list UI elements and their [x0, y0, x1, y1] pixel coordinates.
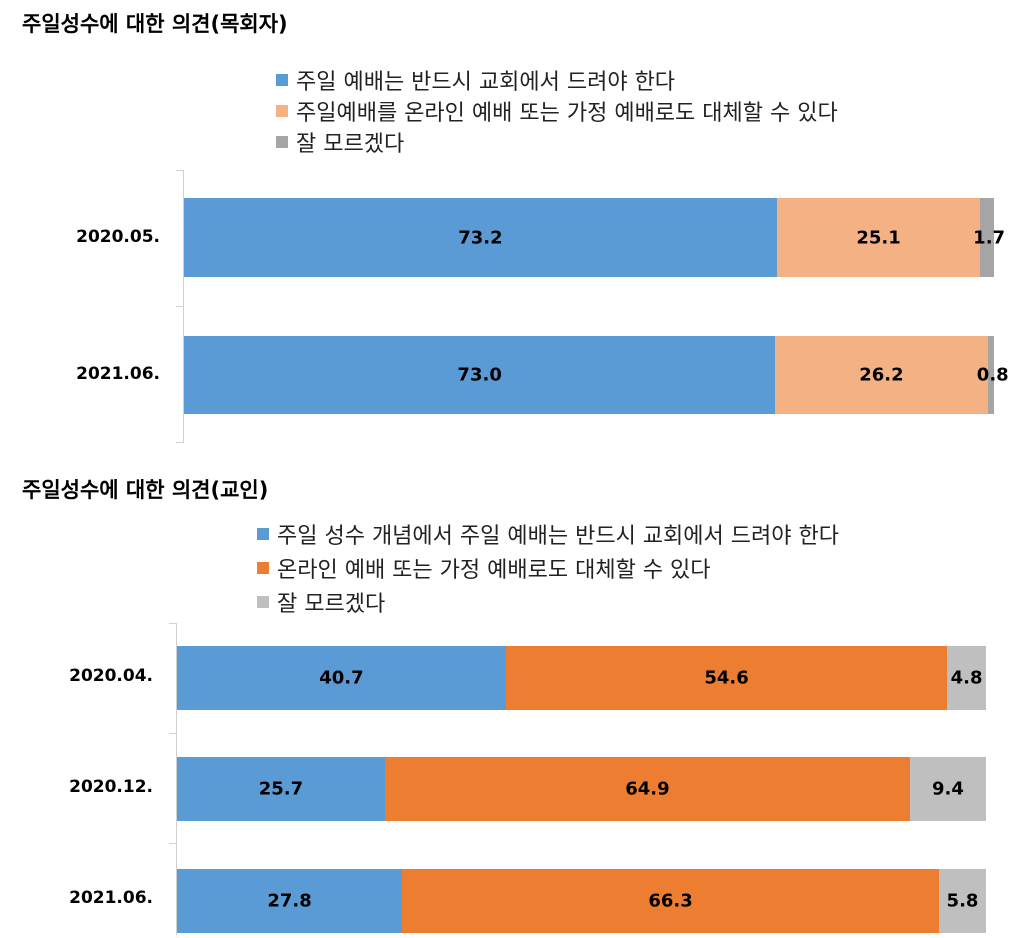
- legend-swatch: [257, 596, 269, 608]
- axis-tick: [169, 733, 177, 734]
- legend-item-unsure: 잘 모르겠다: [276, 126, 404, 158]
- data-label: 66.3: [648, 890, 693, 912]
- data-label: 27.8: [267, 890, 312, 912]
- bar-segment: [177, 869, 403, 933]
- axis-tick: [176, 442, 184, 443]
- chart-title: 주일성수에 대한 의견(교인): [22, 478, 269, 502]
- bar-segment: [184, 336, 776, 414]
- bar-segment: [775, 336, 988, 414]
- data-label: 0.8: [976, 364, 1009, 386]
- bar-segment: [184, 198, 777, 277]
- legend-item-church-only: 주일 예배는 반드시 교회에서 드려야 한다: [276, 64, 675, 96]
- legend-item-online-ok: 주일예배를 온라인 예배 또는 가정 예배로도 대체할 수 있다: [276, 95, 838, 127]
- legend-swatch: [257, 528, 269, 540]
- category-label: 2020.05.: [76, 227, 160, 247]
- bar-segment: [384, 757, 910, 821]
- bar-segment: [776, 198, 981, 277]
- legend-label: 주일 성수 개념에서 주일 예배는 반드시 교회에서 드려야 한다: [277, 524, 839, 549]
- legend-item-church-only: 주일 성수 개념에서 주일 예배는 반드시 교회에서 드려야 한다: [257, 518, 839, 550]
- axis-tick: [176, 170, 184, 171]
- category-label: 2021.06.: [76, 364, 160, 384]
- data-label: 26.2: [859, 364, 904, 386]
- legend-swatch: [276, 105, 288, 117]
- data-label: 25.7: [258, 778, 304, 800]
- bar-segment: [947, 646, 986, 710]
- category-axis: [176, 623, 177, 935]
- legend-label: 잘 모르겠다: [296, 132, 405, 157]
- data-label: 1.7: [973, 227, 1006, 248]
- axis-tick: [169, 623, 177, 624]
- bar-segment: [177, 646, 506, 710]
- data-label: 40.7: [319, 667, 364, 689]
- legend-label: 주일 예배는 반드시 교회에서 드려야 한다: [296, 70, 676, 95]
- category-label: 2020.12.: [69, 777, 153, 797]
- category-label: 2020.04.: [69, 666, 153, 686]
- category-label: 2021.06.: [69, 888, 153, 908]
- legend-item-unsure: 잘 모르겠다: [257, 586, 385, 618]
- legend-item-online-ok: 온라인 예배 또는 가정 예배로도 대체할 수 있다: [257, 552, 711, 584]
- bar-segment: [505, 646, 948, 710]
- legend-swatch: [276, 74, 288, 86]
- legend-label: 온라인 예배 또는 가정 예배로도 대체할 수 있다: [277, 558, 711, 583]
- legend-label: 주일예배를 온라인 예배 또는 가정 예배로도 대체할 수 있다: [296, 101, 838, 126]
- data-label: 73.0: [457, 364, 502, 386]
- data-label: 9.4: [932, 778, 964, 800]
- data-label: 73.2: [458, 227, 503, 248]
- legend-swatch: [257, 562, 269, 574]
- data-label: 4.8: [950, 667, 983, 689]
- axis-tick: [176, 306, 184, 307]
- legend-label: 잘 모르겠다: [277, 592, 386, 617]
- data-label: 64.9: [625, 778, 670, 800]
- bar-segment: [939, 869, 986, 933]
- data-label: 5.8: [946, 890, 979, 912]
- bar-segment: [909, 757, 986, 821]
- bar-segment: [177, 757, 385, 821]
- bar-segment: [980, 198, 994, 277]
- data-label: 54.6: [704, 667, 749, 689]
- data-label: 25.1: [856, 227, 901, 248]
- bar-segment: [402, 869, 940, 933]
- bar-segment: [987, 336, 994, 414]
- axis-tick: [169, 843, 177, 844]
- chart-title: 주일성수에 대한 의견(목회자): [22, 12, 288, 36]
- legend-swatch: [276, 136, 288, 148]
